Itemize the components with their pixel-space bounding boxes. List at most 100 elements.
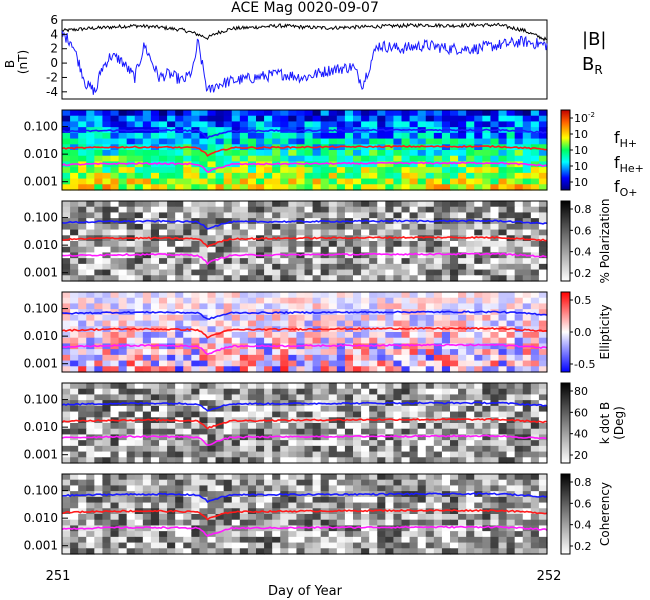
heatmap-cell — [522, 201, 532, 208]
heatmap-cell — [94, 354, 104, 362]
heatmap-cell — [102, 496, 112, 504]
heatmap-cell — [78, 258, 87, 265]
heatmap-cell — [102, 394, 112, 401]
heatmap-cell — [466, 115, 475, 123]
heatmap-cell — [94, 405, 104, 413]
heatmap-cell — [490, 167, 500, 174]
heatmap-cell — [142, 132, 152, 140]
heatmap-cell — [134, 423, 144, 430]
heatmap-cell — [506, 229, 516, 236]
heatmap-cell — [304, 320, 314, 327]
heatmap-cell — [312, 297, 322, 305]
heatmap-cell — [175, 269, 184, 276]
heatmap-cell — [102, 445, 112, 453]
heatmap-cell — [78, 491, 87, 498]
heatmap-cell — [256, 212, 265, 219]
heatmap-cell — [530, 542, 540, 549]
heatmap-cell — [490, 320, 500, 327]
heatmap-cell — [134, 275, 144, 282]
heatmap-cell — [239, 349, 249, 356]
heatmap-cell — [474, 206, 483, 214]
heatmap-cell — [94, 246, 104, 254]
heatmap-cell — [506, 519, 516, 527]
heatmap-cell — [159, 172, 168, 180]
heatmap-cell — [191, 223, 201, 231]
heatmap-cell — [474, 542, 483, 549]
heatmap-cell — [312, 223, 322, 231]
heatmap-cell — [247, 542, 257, 549]
heatmap-cell — [159, 115, 168, 123]
heatmap-cell — [175, 167, 184, 174]
heatmap-cell — [353, 229, 362, 236]
heatmap-cell — [256, 121, 265, 128]
heatmap-cell — [344, 525, 354, 532]
heatmap-cell — [336, 138, 346, 145]
heatmap-cell — [62, 167, 71, 174]
heatmap-cell — [215, 508, 225, 515]
heatmap-cell — [150, 235, 160, 242]
heatmap-cell — [409, 297, 419, 305]
heatmap-cell — [62, 485, 71, 492]
heatmap-cell — [280, 332, 289, 339]
heatmap-cell — [150, 201, 160, 208]
heatmap-cell — [474, 132, 483, 140]
heatmap-cell — [183, 223, 192, 231]
heatmap-cell — [231, 428, 241, 436]
heatmap-cell — [215, 212, 225, 219]
heatmap-cell — [393, 241, 403, 248]
heatmap-cell — [369, 314, 378, 322]
heatmap-cell — [377, 411, 386, 418]
heatmap-cell — [450, 525, 459, 532]
heatmap-cell — [86, 110, 95, 117]
heatmap-cell — [433, 229, 443, 236]
heatmap-cell — [126, 514, 136, 521]
heatmap-cell — [312, 241, 322, 248]
heatmap-cell — [296, 388, 306, 396]
heatmap-cell — [320, 388, 330, 396]
heatmap-cell — [159, 496, 168, 504]
heatmap-cell — [199, 172, 209, 180]
heatmap-cell — [142, 349, 152, 356]
heatmap-cell — [425, 440, 435, 447]
heatmap-cell — [167, 440, 176, 447]
heatmap-cell — [361, 275, 370, 282]
heatmap-cell — [385, 184, 395, 191]
heatmap-cell — [344, 212, 354, 219]
heatmap-cell — [126, 445, 136, 453]
heatmap-cell — [385, 303, 395, 310]
heatmap-cell — [433, 292, 443, 299]
heatmap-cell — [175, 349, 184, 356]
heatmap-cell — [474, 479, 483, 487]
heatmap-cell — [239, 121, 249, 128]
heatmap-cell — [385, 519, 395, 527]
heatmap-cell — [296, 110, 306, 117]
heatmap-cell — [385, 229, 395, 236]
heatmap-cell — [482, 223, 492, 231]
heatmap-cell — [385, 548, 395, 555]
heatmap-cell — [134, 150, 144, 157]
heatmap-cell — [126, 332, 136, 339]
heatmap-cell — [328, 542, 338, 549]
heatmap-cell — [401, 110, 411, 117]
legend: |B| BR fH+ fHe+ fO+ — [582, 29, 644, 199]
heatmap-cell — [296, 292, 306, 299]
heatmap-cell — [223, 132, 233, 140]
heatmap-cell — [239, 366, 249, 373]
heatmap-cell — [353, 502, 362, 509]
heatmap-cell — [506, 115, 516, 123]
heatmap-cell — [482, 428, 492, 436]
heatmap-cell — [466, 132, 475, 140]
heatmap-cell — [522, 502, 532, 509]
heatmap-cell — [474, 491, 483, 498]
heatmap-cell — [94, 223, 104, 231]
heatmap-cell — [425, 349, 435, 356]
heatmap-cell — [538, 263, 548, 271]
heatmap-cell — [538, 457, 548, 464]
heatmap-cell — [401, 269, 411, 276]
heatmap-cell — [126, 297, 136, 305]
heatmap-cell — [353, 474, 362, 481]
heatmap-cell — [312, 150, 322, 157]
heatmap-cell — [490, 184, 500, 191]
heatmap-cell — [223, 206, 233, 214]
heatmap-cell — [385, 275, 395, 282]
